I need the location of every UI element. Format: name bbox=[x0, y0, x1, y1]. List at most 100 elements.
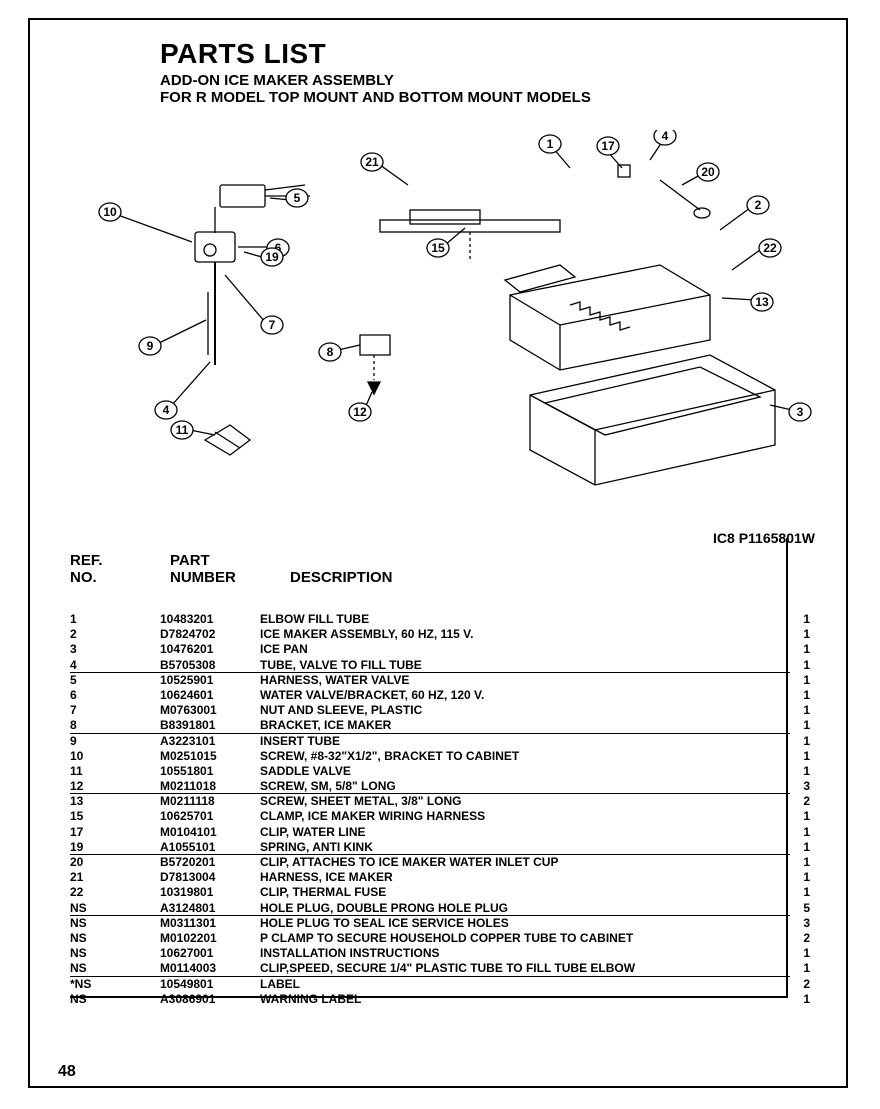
cell-ref: 1 bbox=[70, 612, 160, 626]
cell-qty: 3 bbox=[780, 916, 810, 930]
cell-ref: 4 bbox=[70, 658, 160, 672]
table-row: NSM0102201P CLAMP TO SECURE HOUSEHOLD CO… bbox=[70, 931, 810, 946]
title-block: PARTS LIST ADD-ON ICE MAKER ASSEMBLY FOR… bbox=[160, 38, 591, 106]
header-ref-1: REF. bbox=[70, 552, 170, 569]
cell-ref: 8 bbox=[70, 718, 160, 732]
cell-part: D7824702 bbox=[160, 627, 260, 641]
svg-text:8: 8 bbox=[327, 345, 334, 359]
table-row: 19A1055101SPRING, ANTI KINK1 bbox=[70, 840, 810, 855]
cell-desc: CLIP,SPEED, SECURE 1/4" PLASTIC TUBE TO … bbox=[260, 961, 780, 975]
table-row: 17M0104101CLIP, WATER LINE1 bbox=[70, 825, 810, 840]
cell-desc: BRACKET, ICE MAKER bbox=[260, 718, 780, 732]
cell-qty: 1 bbox=[780, 885, 810, 899]
cell-ref: NS bbox=[70, 931, 160, 945]
cell-qty: 1 bbox=[780, 961, 810, 975]
cell-desc: HOLE PLUG TO SEAL ICE SERVICE HOLES bbox=[260, 916, 780, 930]
exploded-diagram: 123456789101112131517192021224 bbox=[60, 130, 820, 490]
cell-qty: 1 bbox=[780, 809, 810, 823]
table-row: 10M0251015SCREW, #8-32"X1/2", BRACKET TO… bbox=[70, 749, 810, 764]
svg-text:19: 19 bbox=[265, 250, 279, 264]
cell-qty: 1 bbox=[780, 749, 810, 763]
header-part-2: NUMBER bbox=[170, 569, 290, 586]
cell-part: M0211018 bbox=[160, 779, 260, 793]
cell-qty: 1 bbox=[780, 658, 810, 672]
cell-part: 10551801 bbox=[160, 764, 260, 778]
table-row: *NS10549801LABEL2 bbox=[70, 977, 810, 992]
cell-desc: ELBOW FILL TUBE bbox=[260, 612, 780, 626]
cell-ref: 2 bbox=[70, 627, 160, 641]
column-headers: REF. PART NO. NUMBER DESCRIPTION bbox=[70, 552, 590, 586]
cell-qty: 1 bbox=[780, 855, 810, 869]
cell-ref: NS bbox=[70, 916, 160, 930]
table-row: 510525901HARNESS, WATER VALVE1 bbox=[70, 673, 810, 688]
cell-desc: SCREW, SM, 5/8" LONG bbox=[260, 779, 780, 793]
cell-part: M0104101 bbox=[160, 825, 260, 839]
cell-desc: INSERT TUBE bbox=[260, 734, 780, 748]
cell-desc: P CLAMP TO SECURE HOUSEHOLD COPPER TUBE … bbox=[260, 931, 780, 945]
cell-part: M0114003 bbox=[160, 961, 260, 975]
cell-desc: SCREW, #8-32"X1/2", BRACKET TO CABINET bbox=[260, 749, 780, 763]
cell-ref: 13 bbox=[70, 794, 160, 808]
cell-ref: 12 bbox=[70, 779, 160, 793]
svg-text:7: 7 bbox=[269, 318, 276, 332]
table-row: 13M0211118SCREW, SHEET METAL, 3/8" LONG2 bbox=[70, 794, 810, 809]
table-row: 110483201ELBOW FILL TUBE1 bbox=[70, 612, 810, 627]
table-row: 9A3223101INSERT TUBE1 bbox=[70, 734, 810, 749]
group-rule bbox=[70, 793, 790, 794]
cell-desc: WATER VALVE/BRACKET, 60 HZ, 120 V. bbox=[260, 688, 780, 702]
cell-qty: 2 bbox=[780, 794, 810, 808]
subtitle-line-2: FOR R MODEL TOP MOUNT AND BOTTOM MOUNT M… bbox=[160, 89, 591, 106]
table-row: 20B5720201CLIP, ATTACHES TO ICE MAKER WA… bbox=[70, 855, 810, 870]
cell-part: 10525901 bbox=[160, 673, 260, 687]
cell-desc: HARNESS, WATER VALVE bbox=[260, 673, 780, 687]
cell-qty: 2 bbox=[780, 977, 810, 991]
cell-part: M0102201 bbox=[160, 931, 260, 945]
cell-ref: NS bbox=[70, 992, 160, 1006]
cell-desc: NUT AND SLEEVE, PLASTIC bbox=[260, 703, 780, 717]
cell-qty: 1 bbox=[780, 642, 810, 656]
cell-part: 10627001 bbox=[160, 946, 260, 960]
cell-part: D7813004 bbox=[160, 870, 260, 884]
svg-text:11: 11 bbox=[176, 423, 189, 437]
cell-ref: 10 bbox=[70, 749, 160, 763]
cell-part: A3223101 bbox=[160, 734, 260, 748]
cell-part: 10319801 bbox=[160, 885, 260, 899]
table-row: NSA3124801HOLE PLUG, DOUBLE PRONG HOLE P… bbox=[70, 901, 810, 916]
cell-ref: *NS bbox=[70, 977, 160, 991]
svg-text:12: 12 bbox=[353, 405, 367, 419]
cell-ref: 6 bbox=[70, 688, 160, 702]
cell-qty: 2 bbox=[780, 931, 810, 945]
cell-desc: CLAMP, ICE MAKER WIRING HARNESS bbox=[260, 809, 780, 823]
cell-desc: HARNESS, ICE MAKER bbox=[260, 870, 780, 884]
cell-desc: TUBE, VALVE TO FILL TUBE bbox=[260, 658, 780, 672]
header-ref-2: NO. bbox=[70, 569, 170, 586]
cell-qty: 1 bbox=[780, 627, 810, 641]
svg-text:17: 17 bbox=[601, 139, 615, 153]
cell-desc: WARNING LABEL bbox=[260, 992, 780, 1006]
cell-ref: NS bbox=[70, 961, 160, 975]
cell-ref: 17 bbox=[70, 825, 160, 839]
table-row: NSM0114003CLIP,SPEED, SECURE 1/4" PLASTI… bbox=[70, 961, 810, 976]
cell-desc: SCREW, SHEET METAL, 3/8" LONG bbox=[260, 794, 780, 808]
table-row: NSM0311301HOLE PLUG TO SEAL ICE SERVICE … bbox=[70, 916, 810, 931]
svg-text:20: 20 bbox=[701, 165, 715, 179]
cell-qty: 5 bbox=[780, 901, 810, 915]
cell-qty: 1 bbox=[780, 764, 810, 778]
cell-qty: 1 bbox=[780, 992, 810, 1006]
cell-ref: 22 bbox=[70, 885, 160, 899]
cell-part: 10476201 bbox=[160, 642, 260, 656]
table-row: 2210319801CLIP, THERMAL FUSE1 bbox=[70, 885, 810, 900]
cell-ref: 7 bbox=[70, 703, 160, 717]
table-row: 7M0763001NUT AND SLEEVE, PLASTIC1 bbox=[70, 703, 810, 718]
svg-text:4: 4 bbox=[163, 403, 170, 417]
page-title: PARTS LIST bbox=[160, 38, 591, 70]
table-row: 610624601WATER VALVE/BRACKET, 60 HZ, 120… bbox=[70, 688, 810, 703]
cell-part: B5705308 bbox=[160, 658, 260, 672]
svg-text:5: 5 bbox=[294, 191, 301, 205]
page-number: 48 bbox=[58, 1063, 76, 1081]
cell-desc: INSTALLATION INSTRUCTIONS bbox=[260, 946, 780, 960]
group-rule bbox=[70, 672, 790, 673]
cell-qty: 1 bbox=[780, 946, 810, 960]
group-rule bbox=[70, 915, 790, 916]
table-row: 4B5705308TUBE, VALVE TO FILL TUBE1 bbox=[70, 658, 810, 673]
